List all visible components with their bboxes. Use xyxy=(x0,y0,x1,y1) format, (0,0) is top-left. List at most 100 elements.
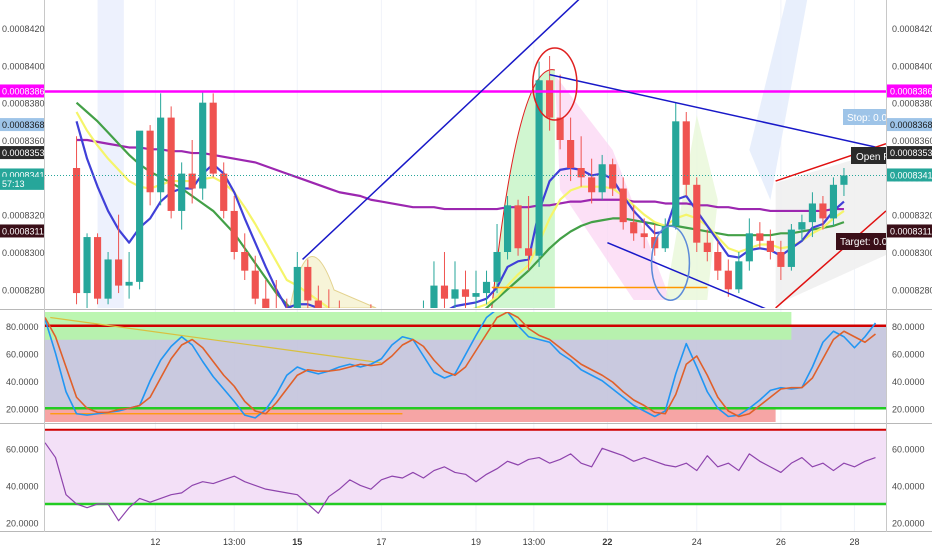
candle-body xyxy=(693,184,701,243)
right-price-tag: 0.0008353 xyxy=(890,148,932,158)
candle-body xyxy=(461,289,470,297)
right-price-tag: 0.0008311 xyxy=(890,226,932,236)
candle-body xyxy=(115,259,123,286)
candle-body xyxy=(199,102,207,189)
candle-body xyxy=(756,233,764,241)
time-tick: 24 xyxy=(692,537,702,547)
left-price-tick: 0.0008420 xyxy=(2,24,45,34)
right-price-tag-bg xyxy=(887,118,932,132)
candle-body xyxy=(220,173,228,211)
right-rsi-tick: 20.0000 xyxy=(892,519,925,529)
left-price-tick: 0.0008320 xyxy=(2,211,45,221)
candle-body xyxy=(525,248,533,256)
candle-body xyxy=(819,203,827,219)
time-tick: 12 xyxy=(150,537,160,547)
candle-body xyxy=(703,242,711,252)
time-tick: 13:00 xyxy=(523,537,546,547)
trend-line xyxy=(607,241,766,308)
right-price-tag-bg xyxy=(887,146,932,160)
right-stoch-tick: 80.0000 xyxy=(892,322,925,332)
left-price-tag: 0.0008341 xyxy=(2,170,45,180)
left-price-tag-bg xyxy=(0,146,44,160)
rsi-line-1 xyxy=(44,442,876,522)
candle-body xyxy=(766,240,774,252)
green-zone xyxy=(665,115,718,300)
time-tick: 22 xyxy=(602,537,612,547)
left-stoch-tick: 20.0000 xyxy=(6,404,39,414)
price-tags: 0.0008386 0.0008368 0.0008353 0.000834157:1… xyxy=(0,84,932,238)
candlestick-series[interactable] xyxy=(72,56,848,349)
candle-body xyxy=(314,300,322,308)
right-price-tag-bg xyxy=(887,224,932,238)
candle-body xyxy=(682,121,690,185)
candle-body xyxy=(188,173,196,189)
candle-body xyxy=(93,237,102,299)
candle-body xyxy=(546,80,554,118)
right-price-axis[interactable]: 0.0008420 0.0008400 0.0008380 0.0008360 0.00… xyxy=(892,24,932,529)
channel-line xyxy=(775,210,886,308)
candle-body xyxy=(451,289,459,299)
right-price-tag-bg xyxy=(887,84,932,98)
candle-body xyxy=(251,270,259,299)
candle-body xyxy=(724,270,732,290)
time-tick: 13:00 xyxy=(223,537,246,547)
rsi-annotations xyxy=(45,428,886,506)
candle-body xyxy=(167,117,175,211)
right-price-tag: 0.0008386 xyxy=(890,86,932,96)
left-price-tag: 57:13 xyxy=(2,179,25,189)
candle-body xyxy=(262,298,270,308)
left-rsi-tick: 40.0000 xyxy=(6,481,39,491)
rsi-band xyxy=(45,429,886,504)
candle-body xyxy=(430,285,438,308)
left-price-tag: 0.0008311 xyxy=(2,226,44,236)
candle-body xyxy=(735,261,743,290)
candle-body xyxy=(83,237,91,294)
time-axis[interactable]: 12 13:00 15 17 19 13:00 22 24 26 28 xyxy=(150,537,859,547)
blue-zone xyxy=(749,0,808,200)
right-price-tick: 0.0008280 xyxy=(892,285,932,295)
left-price-tag: 0.0008353 xyxy=(2,148,45,158)
left-price-tag: 0.0008386 xyxy=(2,86,45,96)
right-price-tick: 0.0008400 xyxy=(892,61,932,71)
time-tick: 19 xyxy=(471,537,481,547)
candle-body xyxy=(293,266,301,308)
position-zone xyxy=(775,150,886,305)
stop-label-bg xyxy=(843,109,886,125)
candle-body xyxy=(777,252,785,267)
right-price-tick: 0.0008380 xyxy=(892,99,932,109)
right-price-tick: 0.0008300 xyxy=(892,248,932,258)
candle-body xyxy=(125,281,133,286)
stop-label: Stop: 0.0 xyxy=(847,113,887,124)
candle-body xyxy=(493,252,501,282)
candle-body xyxy=(640,233,648,238)
right-stoch-tick: 40.0000 xyxy=(892,377,925,387)
left-price-tag-bg xyxy=(0,118,44,132)
candle-body xyxy=(146,130,154,193)
target-label-bg xyxy=(836,233,886,250)
target-label: Target: 0.0 xyxy=(840,237,888,248)
left-rsi-tick: 60.0000 xyxy=(6,444,39,454)
candle-body xyxy=(798,222,806,230)
right-stoch-tick: 60.0000 xyxy=(892,349,925,359)
candle-body xyxy=(178,173,186,211)
stochastic-pane[interactable] xyxy=(44,309,886,422)
rsi-pane[interactable] xyxy=(44,428,886,522)
right-rsi-tick: 40.0000 xyxy=(892,481,925,491)
candle-body xyxy=(104,259,112,299)
left-price-tag-bg xyxy=(0,176,44,190)
left-price-tag-bg xyxy=(0,224,44,238)
candle-body xyxy=(619,188,627,223)
left-price-tick: 0.0008280 xyxy=(2,285,45,295)
candle-body xyxy=(745,233,753,262)
price-pane[interactable]: Stop: 0.0 Open P Target: 0.0 xyxy=(45,0,890,355)
right-price-tick: 0.0008360 xyxy=(892,136,932,146)
time-tick: 15 xyxy=(292,537,302,547)
candle-body xyxy=(609,164,617,189)
candle-body xyxy=(661,225,669,249)
candle-body xyxy=(514,205,522,249)
left-price-tag: 0.0008368 xyxy=(2,120,45,130)
right-price-tick: 0.0008420 xyxy=(892,24,932,34)
time-tick: 17 xyxy=(376,537,386,547)
candle-body xyxy=(630,222,638,234)
